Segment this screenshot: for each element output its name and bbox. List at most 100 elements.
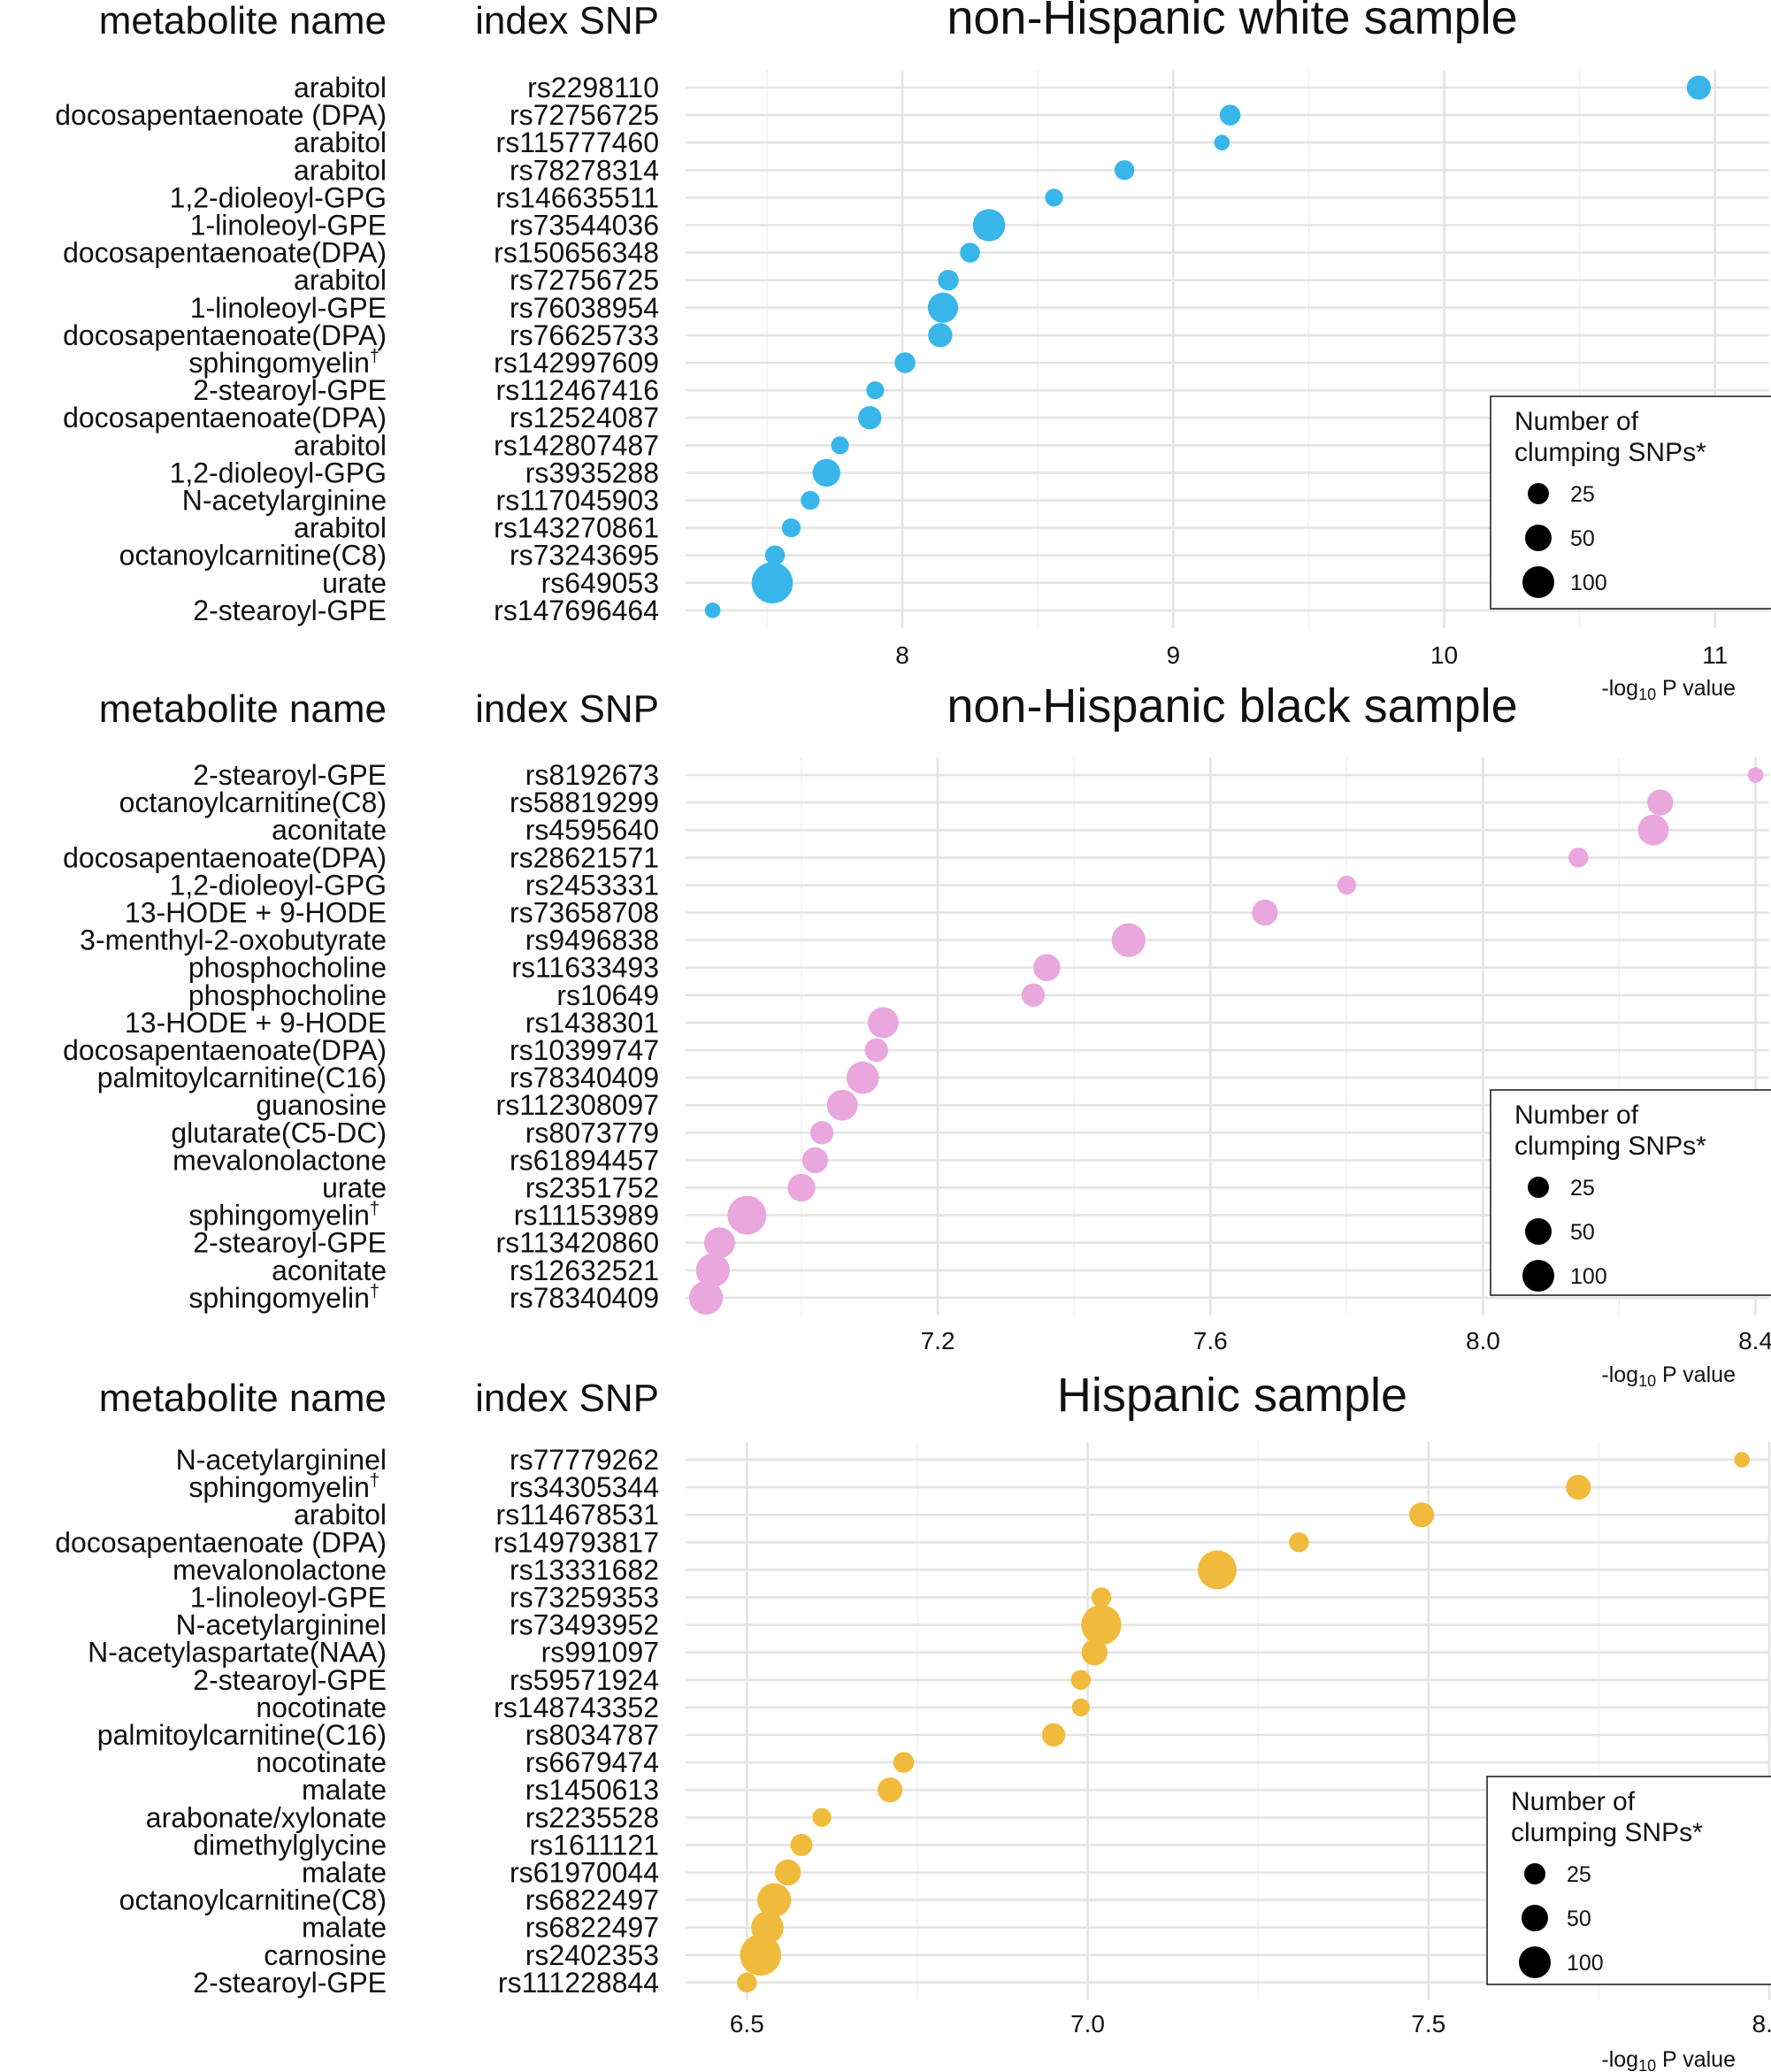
data-point xyxy=(1252,899,1278,926)
metabolite-label: glutarate(C5-DC) xyxy=(171,1117,387,1148)
snp-label: rs146635511 xyxy=(496,181,659,213)
snp-label: rs73243695 xyxy=(510,540,659,572)
data-point xyxy=(689,1280,724,1315)
snp-label: rs34305344 xyxy=(510,1471,659,1503)
metabolite-label: 13-HODE + 9-HODE xyxy=(125,897,387,929)
data-point xyxy=(1637,814,1669,846)
metabolite-label: 2-stearoyl-GPE xyxy=(193,1227,387,1259)
data-point xyxy=(781,518,801,538)
snp-label: rs649053 xyxy=(541,567,659,599)
data-point xyxy=(812,458,840,487)
metabolite-label: 1,2-dioleoyl-GPG xyxy=(170,181,387,213)
snp-label: rs142997609 xyxy=(494,347,659,379)
data-point xyxy=(764,545,786,565)
snp-label: rs112467416 xyxy=(496,374,659,406)
metabolite-label: arabitol xyxy=(294,154,387,186)
metabolite-label: 1,2-dioleoyl-GPG xyxy=(170,457,387,488)
snp-label: rs59571924 xyxy=(510,1664,659,1696)
data-points xyxy=(737,1452,1750,1993)
metabolite-label: arabitol xyxy=(294,72,387,104)
metabolite-label: sphingomyelin† xyxy=(188,1282,380,1314)
snp-label: rs78340409 xyxy=(510,1282,659,1314)
data-point xyxy=(801,1147,829,1174)
data-point xyxy=(801,490,820,510)
data-point xyxy=(938,269,959,291)
dagger-mark: † xyxy=(370,1282,380,1301)
metabolite-label: sphingomyelin† xyxy=(188,347,380,379)
metabolite-label: malate xyxy=(302,1912,387,1944)
snp-label: rs76625733 xyxy=(510,319,659,351)
metabolite-label: arabitol xyxy=(294,1499,387,1531)
snp-label: rs1450613 xyxy=(525,1774,659,1806)
metabolite-name-header: metabolite name xyxy=(99,687,387,731)
legend-title: Number of xyxy=(1514,407,1639,436)
data-point xyxy=(1070,1669,1092,1691)
metabolite-label: arabitol xyxy=(294,127,387,158)
legend-label: 25 xyxy=(1567,1862,1591,1887)
snp-label: rs2298110 xyxy=(527,72,659,104)
metabolite-label: arabitol xyxy=(294,512,387,544)
metabolite-label: palmitoylcarnitine(C16) xyxy=(97,1062,387,1094)
x-tick-label: 7.6 xyxy=(1193,1327,1228,1354)
data-point xyxy=(893,1752,915,1773)
x-tick-label: 8.0 xyxy=(1466,1327,1500,1354)
data-point xyxy=(867,1007,899,1039)
legend-label: 100 xyxy=(1567,1951,1604,1976)
data-point xyxy=(1071,1698,1090,1716)
data-point xyxy=(866,381,885,400)
x-axis-label: -log10 P value xyxy=(1601,2047,1736,2072)
panel-1: metabolite name index SNP non-Hispanic whi… xyxy=(55,0,1771,703)
legend-dot xyxy=(1524,1863,1545,1884)
x-tick-label: 8 xyxy=(895,641,909,669)
data-point xyxy=(1289,1532,1309,1553)
metabolite-label: docosapentaenoate (DPA) xyxy=(55,1526,387,1558)
data-point xyxy=(757,1883,792,1917)
legend-title: clumping SNPs* xyxy=(1514,1132,1706,1161)
metabolite-label: docosapentaenoate(DPA) xyxy=(63,841,387,873)
data-point xyxy=(1647,789,1674,816)
snp-label: rs113420860 xyxy=(496,1227,659,1259)
legend-dot xyxy=(1528,483,1549,504)
data-point xyxy=(1081,1639,1108,1666)
snp-label: rs12632521 xyxy=(510,1255,659,1286)
snp-label: rs72756725 xyxy=(510,99,659,131)
metabolite-label: 2-stearoyl-GPE xyxy=(193,1967,387,1999)
snp-label: rs61970044 xyxy=(510,1857,659,1889)
metabolite-label: 1-linoleoyl-GPE xyxy=(190,1582,387,1614)
data-point xyxy=(928,323,953,348)
panel-3: metabolite name index SNP Hispanic sample N… xyxy=(55,1369,1771,2072)
data-point xyxy=(1111,923,1146,957)
metabolite-name-header: metabolite name xyxy=(99,1377,387,1420)
metabolite-label: arabitol xyxy=(294,429,387,461)
snp-label: rs73259353 xyxy=(510,1582,659,1614)
x-tick-label: 8.4 xyxy=(1738,1327,1771,1354)
x-tick-label: 7.2 xyxy=(921,1327,955,1354)
snp-label: rs148743352 xyxy=(494,1692,659,1723)
snp-label: rs58819299 xyxy=(510,787,659,818)
metabolite-label: urate xyxy=(322,567,387,599)
legend-dot xyxy=(1525,525,1552,551)
data-point xyxy=(704,1227,735,1259)
metabolite-label: mevalonolactone xyxy=(172,1554,387,1585)
metabolite-label: 2-stearoyl-GPE xyxy=(193,595,387,626)
legend-label: 25 xyxy=(1570,482,1595,507)
metabolite-label: N-acetylargininel xyxy=(176,1444,387,1476)
data-point xyxy=(1041,1723,1066,1747)
data-point xyxy=(894,352,916,373)
data-point xyxy=(864,1038,888,1063)
snp-label: rs2453331 xyxy=(525,869,659,901)
panel-title: Hispanic sample xyxy=(1057,1369,1407,1422)
metabolite-label: octanoylcarnitine(C8) xyxy=(119,540,387,572)
dagger-mark: † xyxy=(370,347,380,366)
x-tick-label: 11 xyxy=(1702,641,1728,669)
snp-label: rs143270861 xyxy=(494,512,659,544)
metabolite-label: 1-linoleoyl-GPE xyxy=(190,292,387,324)
snp-label: rs150656348 xyxy=(494,237,659,269)
x-tick-label: 8.0 xyxy=(1752,2010,1771,2037)
x-axis-label: -log10 P value xyxy=(1601,676,1736,703)
panel-title: non-Hispanic white sample xyxy=(947,0,1517,44)
metabolite-label: arabonate/xylonate xyxy=(146,1801,387,1833)
